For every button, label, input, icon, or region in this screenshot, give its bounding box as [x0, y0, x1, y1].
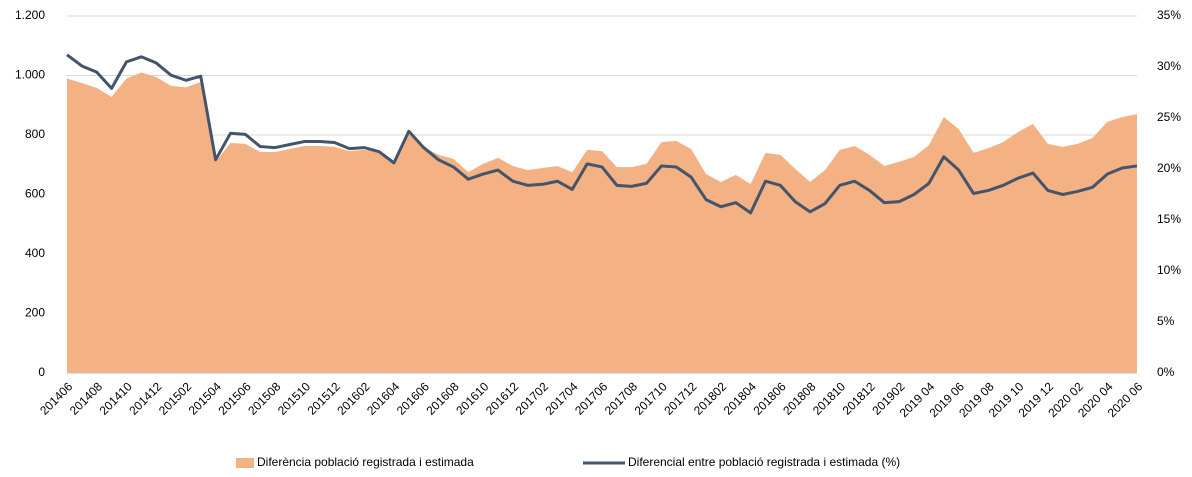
y2-tick-label: 15%: [1157, 212, 1181, 226]
y-tick-label: 1.200: [15, 8, 45, 22]
y2-tick-label: 10%: [1157, 263, 1181, 277]
y-tick-label: 400: [25, 246, 45, 260]
y2-tick-label: 25%: [1157, 110, 1181, 124]
y2-tick-label: 35%: [1157, 8, 1181, 22]
line: [66, 53, 1138, 215]
legend-label: Diferencial entre població registrada i …: [628, 455, 900, 469]
y-tick-label: 800: [25, 127, 45, 141]
legend-label: Diferència població registrada i estimad…: [257, 455, 474, 469]
y-tick-label: 1.000: [15, 68, 45, 82]
y-tick-label: 600: [25, 187, 45, 201]
area: [67, 72, 1137, 374]
legend-swatch: [236, 458, 254, 468]
y-tick-label: 200: [25, 306, 45, 320]
y-tick-label: 0: [38, 365, 45, 379]
y2-tick-label: 30%: [1157, 59, 1181, 73]
y2-tick-label: 0%: [1157, 365, 1175, 379]
y2-tick-label: 20%: [1157, 161, 1181, 175]
y2-tick-label: 5%: [1157, 314, 1175, 328]
